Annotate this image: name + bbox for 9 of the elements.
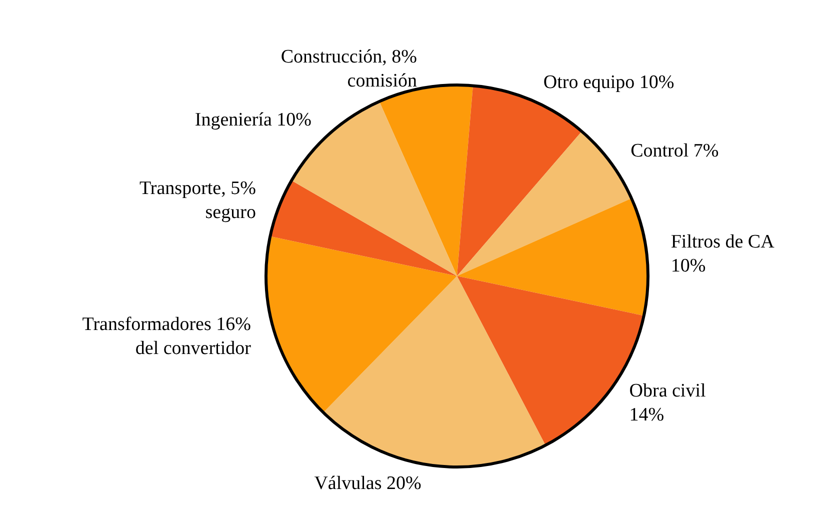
slice-label: Transporte, 5% seguro (139, 178, 256, 224)
slice-label: Obra civil 14% (629, 380, 706, 426)
slice-label: Ingeniería 10% (194, 109, 312, 130)
slice-label: Control 7% (630, 140, 719, 162)
slice-label: Filtros de CA 10% (670, 232, 775, 277)
slice-label: Otro equipo 10% (543, 72, 674, 93)
slice-label: Construcción, 8% comisión (280, 46, 418, 92)
slice-label: Transformadores 16% del convertidor (82, 314, 252, 360)
slice-label: Válvulas 20% (314, 473, 422, 494)
